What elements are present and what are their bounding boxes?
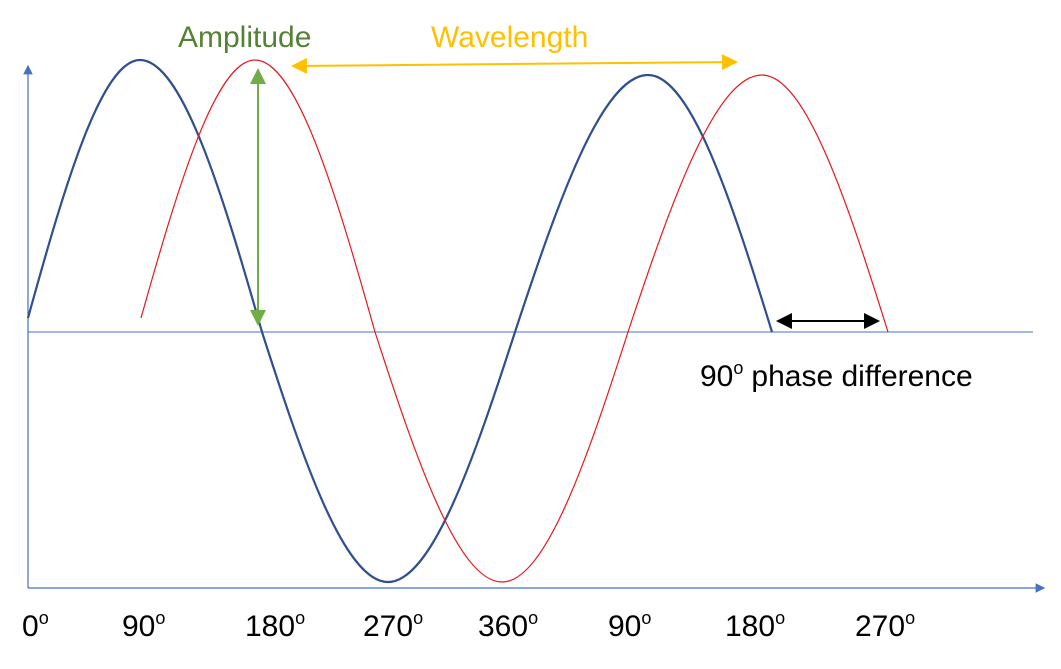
phase-text: phase difference — [751, 360, 972, 393]
x-label-number: 270 — [855, 610, 905, 643]
x-label-number: 180 — [725, 610, 775, 643]
x-label-degree: o — [641, 608, 651, 628]
x-label-degree: o — [905, 608, 915, 628]
x-label: 270o — [363, 608, 423, 643]
x-label: 360o — [478, 608, 538, 643]
phase-difference-label: 90o phase difference — [700, 358, 973, 393]
x-label: 90o — [608, 608, 651, 643]
x-label-degree: o — [775, 608, 785, 628]
wavelength-arrow — [291, 54, 738, 74]
blue-wave — [26, 58, 774, 584]
phase-degree: o — [733, 358, 743, 378]
amplitude-label: Amplitude — [178, 21, 311, 54]
x-label-degree: o — [528, 608, 538, 628]
x-label: 0o — [22, 608, 49, 643]
x-axis-labels: 0o 90o 180o 270o 360o 90o 180o 270o — [22, 608, 915, 643]
red-wave — [140, 59, 889, 583]
x-label: 180o — [725, 608, 785, 643]
x-label-degree: o — [413, 608, 423, 628]
x-label-degree: o — [155, 608, 165, 628]
phase-number: 90 — [700, 360, 733, 393]
x-label-number: 90 — [608, 610, 641, 643]
wavelength-label: Wavelength — [431, 21, 588, 54]
x-label-number: 0 — [22, 610, 39, 643]
x-label-number: 180 — [245, 610, 295, 643]
x-label: 270o — [855, 608, 915, 643]
x-label-degree: o — [39, 608, 49, 628]
x-label: 90o — [122, 608, 165, 643]
x-label-degree: o — [295, 608, 305, 628]
x-label-number: 270 — [363, 610, 413, 643]
x-label: 180o — [245, 608, 305, 643]
x-label-number: 90 — [122, 610, 155, 643]
x-label-number: 360 — [478, 610, 528, 643]
